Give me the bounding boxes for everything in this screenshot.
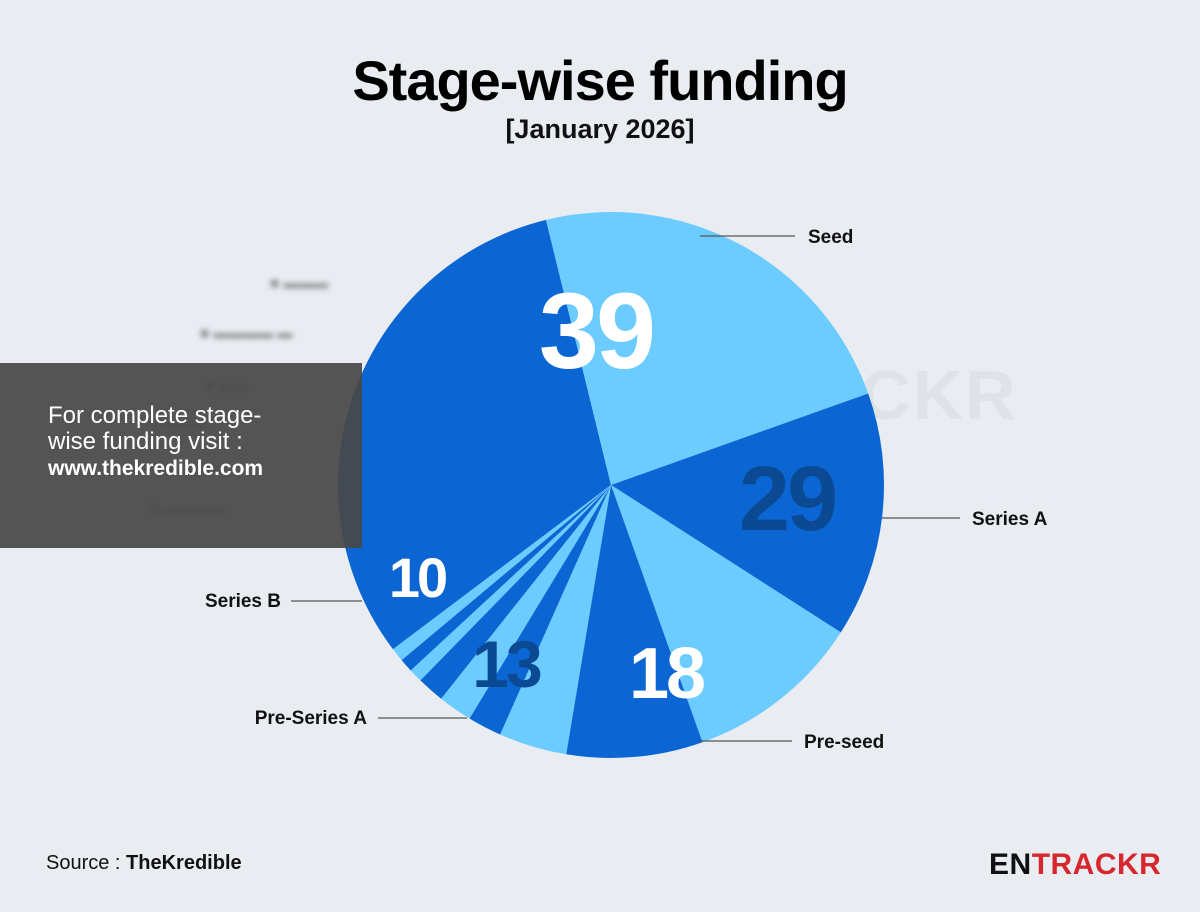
pie-slice-series-a (546, 211, 869, 486)
source-name: TheKredible (126, 852, 242, 874)
pie-slice-minor-10 (401, 485, 611, 671)
pie-slice-pre-seed (611, 393, 884, 633)
value-label-series-a: 29 (739, 448, 835, 550)
logo-part-1: EN (989, 848, 1032, 881)
category-label-pre-seed: Pre-seed (804, 732, 884, 753)
value-label-pre-seed: 18 (629, 634, 704, 714)
value-label-pre-series-a: 13 (472, 627, 541, 701)
pie-slice-pre-series-a (611, 485, 841, 743)
watermark-logo: CKR (860, 356, 1018, 434)
pie-slice-minor-6 (469, 485, 611, 735)
pie-slice-minor-11 (392, 485, 611, 661)
chart-title: Stage-wise funding (352, 49, 848, 112)
source-note: Source : TheKredible (46, 852, 242, 875)
pie-slice-minor-5 (500, 485, 611, 755)
overlay-text: For complete stage-wise funding visit : (48, 402, 262, 455)
value-label-seed: 39 (539, 270, 653, 391)
source-label: Source : (46, 852, 127, 874)
category-label-pre-series-a: Pre-Series A (255, 708, 368, 729)
value-label-series-b: 10 (389, 546, 446, 609)
pie-slice-seed (337, 219, 611, 650)
category-label-seed: Seed (808, 227, 853, 248)
entrackr-logo: ENTRACKR (989, 848, 1161, 882)
overlay-url-link[interactable]: www.thekredible.com (48, 457, 264, 480)
pie-slice-minor-7 (441, 485, 611, 719)
category-label-series-a: Series A (972, 509, 1048, 530)
info-overlay: For complete stage-wise funding visit : … (0, 363, 362, 548)
chart-subtitle: [January 2026] (505, 114, 695, 144)
category-label-series-b: Series B (205, 591, 281, 612)
pie-slice-minor-9 (410, 485, 611, 681)
logo-part-2: TRACKR (1031, 848, 1162, 881)
pie-slice-minor-8 (420, 485, 611, 699)
pie-slice-series-b (566, 485, 703, 758)
